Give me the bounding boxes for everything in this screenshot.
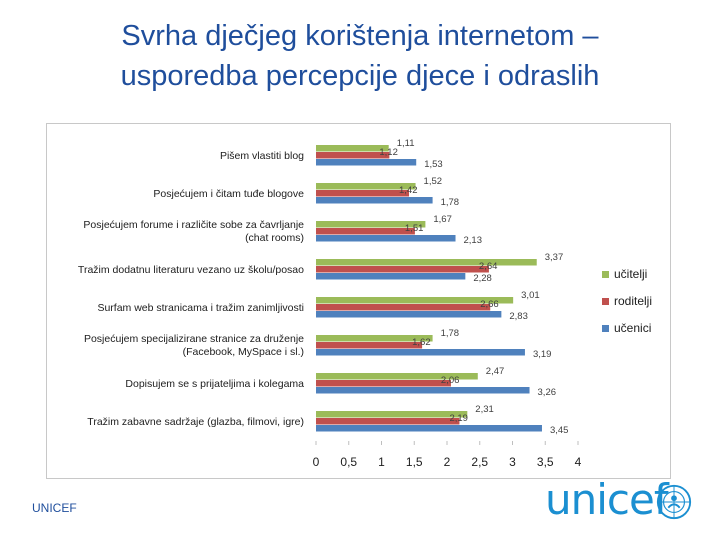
value-label-ucenici-4: 2,83	[509, 311, 528, 322]
title-line-2: usporedba percepcije djece i odraslih	[120, 60, 600, 92]
bar-ucenici-0	[316, 159, 417, 166]
value-label-ucitelji-5: 1,78	[441, 328, 460, 339]
legend-swatch-ucitelji	[602, 271, 609, 278]
title-line-1: Svrha dječjeg korištenja internetom –	[121, 20, 599, 52]
value-label-ucenici-3: 2,28	[473, 273, 492, 284]
x-tick-label-0: 0	[313, 455, 320, 469]
bar-ucitelji-5	[316, 335, 433, 342]
value-label-ucenici-7: 3,45	[550, 425, 569, 436]
legend-label-ucenici: učenici	[614, 321, 651, 335]
bar-ucitelji-0	[316, 145, 389, 152]
x-tick-label-7: 3,5	[537, 455, 554, 469]
bar-ucitelji-6	[316, 373, 478, 380]
legend-swatch-ucenici	[602, 325, 609, 332]
category-label-0: Pišem vlastiti blog	[220, 150, 304, 162]
legend-label-ucitelji: učitelji	[614, 267, 647, 281]
slide-title: Svrha dječjeg korištenja internetom – us…	[0, 16, 720, 96]
bar-ucenici-2	[316, 235, 456, 242]
bar-roditelji-2	[316, 228, 415, 235]
bar-ucitelji-2	[316, 221, 426, 228]
legend-swatch-roditelji	[602, 298, 609, 305]
bar-roditelji-1	[316, 190, 410, 197]
value-label-ucitelji-4: 3,01	[521, 290, 540, 301]
bar-ucitelji-7	[316, 411, 468, 418]
value-label-ucitelji-1: 1,52	[424, 176, 443, 187]
category-labels-group: Pišem vlastiti blog Posjećujem i čitam tu…	[78, 150, 304, 428]
bar-ucenici-6	[316, 387, 530, 394]
category-label-6: Dopisujem se s prijateljima i kolegama	[125, 378, 304, 390]
bar-roditelji-0	[316, 152, 390, 159]
value-label-roditelji-7: 2,19	[449, 413, 468, 424]
value-labels-group: 1,111,12 1,53 1,52 1,42 1,78 1,67 1,51 2,13 3,37…	[379, 138, 568, 436]
x-tick-label-4: 2	[444, 455, 451, 469]
bar-roditelji-5	[316, 342, 423, 349]
x-tick-label-2: 1	[378, 455, 385, 469]
value-label-ucenici-0: 1,53	[424, 159, 443, 170]
value-label-roditelji-3: 2,64	[479, 261, 498, 272]
bars-group	[316, 145, 542, 432]
logo-wordmark: unicef	[545, 475, 669, 524]
value-label-roditelji-1: 1,42	[399, 185, 418, 196]
category-label-2: Posjećujem forume i različite sobe za ča…	[83, 219, 304, 231]
bar-ucenici-4	[316, 311, 502, 318]
value-label-ucitelji-3: 3,37	[545, 252, 564, 263]
x-tick-label-8: 4	[575, 455, 582, 469]
value-label-roditelji-6: 2,06	[441, 375, 460, 386]
bar-ucitelji-3	[316, 259, 537, 266]
value-label-roditelji-2: 1,51	[405, 223, 424, 234]
bar-ucenici-1	[316, 197, 433, 204]
value-label-ucenici-2: 2,13	[464, 235, 483, 246]
value-label-ucenici-5: 3,19	[533, 349, 552, 360]
legend: učitelji roditelji učenici	[602, 267, 652, 335]
x-tick-label-5: 2,5	[471, 455, 488, 469]
value-label-roditelji-0: 1,12	[379, 147, 398, 158]
bar-roditelji-4	[316, 304, 491, 311]
x-tick-label-6: 3	[509, 455, 516, 469]
category-label-5: Posjećujem specijalizirane stranice za d…	[84, 333, 304, 345]
bar-ucenici-7	[316, 425, 542, 432]
category-label-2-line2: (chat rooms)	[245, 232, 304, 244]
category-label-7: Tražim zabavne sadržaje (glazba, filmovi…	[87, 416, 304, 428]
value-label-roditelji-4: 2,66	[480, 299, 499, 310]
value-label-roditelji-5: 1,62	[412, 337, 431, 348]
bar-ucitelji-1	[316, 183, 416, 190]
value-label-ucitelji-6: 2,47	[486, 366, 505, 377]
unicef-emblem-icon	[656, 484, 692, 520]
category-label-3: Tražim dodatnu literaturu vezano uz škol…	[78, 264, 304, 276]
footer-source: UNICEF	[32, 501, 77, 515]
category-label-1: Posjećujem i čitam tuđe blogove	[153, 188, 304, 200]
category-label-5-line2: (Facebook, MySpace i sl.)	[183, 346, 304, 358]
bar-roditelji-3	[316, 266, 489, 273]
x-tick-label-3: 1,5	[406, 455, 423, 469]
bar-ucitelji-4	[316, 297, 514, 304]
x-axis-ticks: 0 0,5 1 1,5 2 2,5 3 3,5 4	[313, 441, 582, 469]
category-label-4: Surfam web stranicama i tražim zanimljiv…	[97, 302, 304, 314]
bar-roditelji-6	[316, 380, 451, 387]
value-label-ucitelji-7: 2,31	[475, 404, 494, 415]
bar-ucenici-3	[316, 273, 466, 280]
value-label-ucitelji-2: 1,67	[433, 214, 452, 225]
value-label-ucenici-1: 1,78	[441, 197, 460, 208]
x-tick-label-1: 0,5	[340, 455, 357, 469]
legend-label-roditelji: roditelji	[614, 294, 652, 308]
bar-ucenici-5	[316, 349, 525, 356]
unicef-logo: unicef	[545, 475, 695, 525]
value-label-ucitelji-0: 1,11	[397, 138, 415, 149]
bar-roditelji-7	[316, 418, 460, 425]
value-label-ucenici-6: 3,26	[538, 387, 557, 398]
